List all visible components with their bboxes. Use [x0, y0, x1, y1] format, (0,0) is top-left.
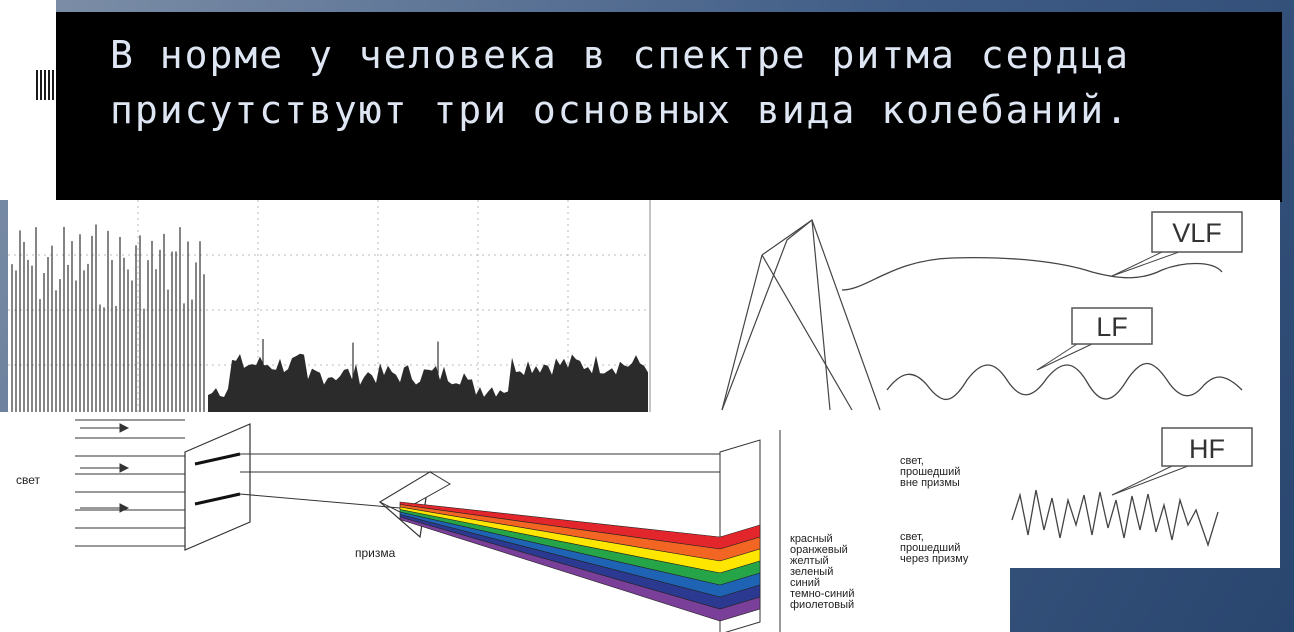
decomposition-lines	[721, 219, 881, 411]
heart-rate-trace-panel	[8, 200, 652, 412]
oscillation-diagram: VLF LF HF	[721, 211, 1253, 548]
vlf-label-box	[1151, 211, 1243, 253]
lf-label: LF	[1096, 312, 1128, 342]
prism-label: призма	[355, 546, 396, 560]
light-direction-arrows	[80, 423, 130, 513]
through-prism-label-line2: прошедший	[900, 542, 960, 554]
slit-screen	[184, 423, 251, 551]
bullet-icon	[36, 70, 58, 100]
prism-diagram: свет призма красныйоранжевыйжелтыйзелены…	[16, 419, 969, 632]
heart-rate-trace	[8, 200, 651, 412]
spectrum-color-name: темно-синий	[790, 588, 854, 600]
trace-grid	[8, 200, 648, 412]
lf-label-box	[1071, 307, 1153, 345]
prism-analogy-panel: свет призма красный оранжевый желтый зелены…	[0, 412, 1010, 632]
spectrum-color-name: желтый	[790, 555, 829, 567]
rr-interval-spikes	[11, 224, 439, 412]
spectrum-color-name: синий	[790, 577, 820, 589]
outside-prism-label-line1: свет,	[900, 455, 924, 467]
spectrum-color-name: красный	[790, 533, 833, 545]
vlf-wave	[841, 256, 1223, 291]
incoming-light-lines	[75, 419, 185, 547]
hf-label-box	[1161, 427, 1253, 467]
spectrum-color-names: красныйоранжевыйжелтыйзеленыйсинийтемно-…	[790, 533, 854, 611]
spectrum-fan	[399, 501, 761, 622]
hf-wave	[1011, 489, 1219, 548]
outside-prism-label-line3: вне призмы	[900, 477, 960, 489]
title-band	[56, 12, 1282, 202]
light-label: свет	[16, 473, 41, 487]
spectrum-color-name: оранжевый	[790, 544, 848, 556]
vlf-label: VLF	[1172, 218, 1222, 248]
spectrum-color-name: фиолетовый	[790, 599, 854, 611]
through-prism-label-line1: свет,	[900, 531, 924, 543]
spectrum-envelope	[208, 353, 648, 412]
spectrum-band	[399, 516, 761, 622]
spectrum-color-name: зеленый	[790, 566, 833, 578]
slide-title: В норме у человека в спектре ритма сердц…	[110, 33, 1130, 132]
left-margin-strip	[0, 0, 56, 200]
hf-label: HF	[1189, 434, 1225, 464]
lf-wave	[886, 362, 1243, 401]
through-prism-label-line3: через призму	[900, 553, 969, 565]
outside-prism-label-line2: прошедший	[900, 466, 960, 478]
